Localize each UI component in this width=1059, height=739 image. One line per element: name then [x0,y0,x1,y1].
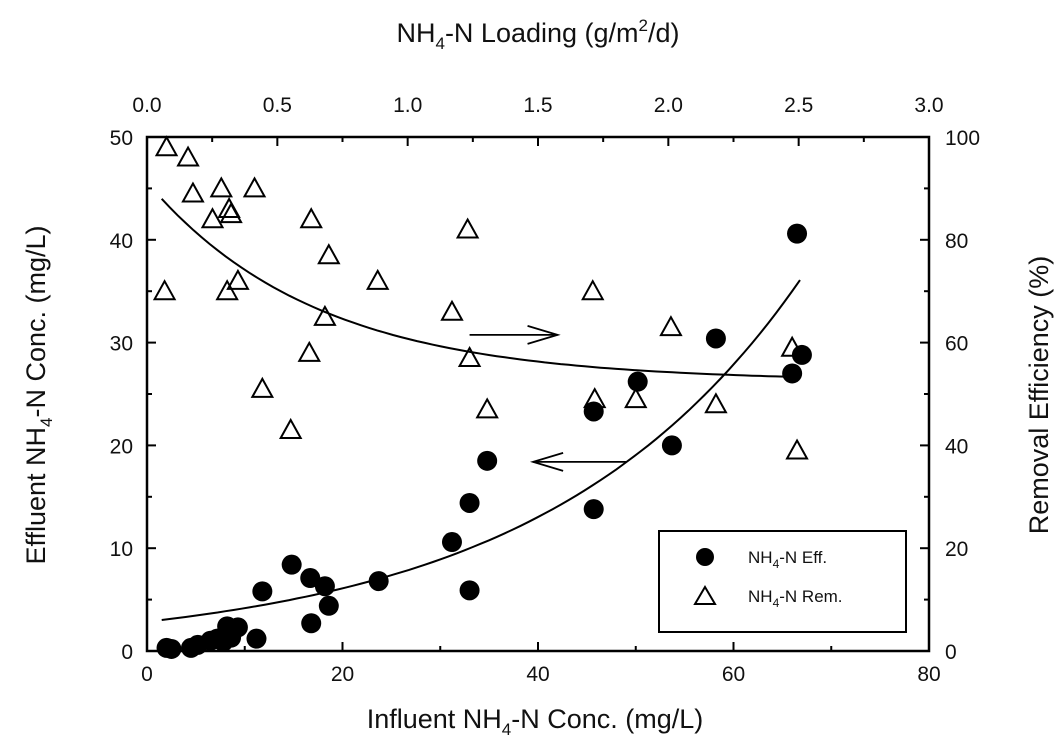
effluent-point [246,628,267,649]
legend-eff-marker [696,548,714,566]
effluent-point [459,580,480,601]
removal-point [624,387,648,409]
legend: NH4-N Eff. NH4-N Rem. [658,530,907,633]
removal-point [780,335,804,357]
x2-tick-label: 1.0 [393,94,422,117]
x-tick-label: 40 [526,663,549,686]
tick-labels: 0 20 40 60 80 0.0 0.5 1.0 1.5 2.0 2.5 3.0 0 10 20 30 40 5… [110,94,980,686]
y-tick-label: 40 [110,230,133,253]
removal-point [200,207,225,229]
tick-marks [146,136,930,652]
legend-eff-label: NH4-N Eff. [748,548,827,571]
x-tick-label: 0 [141,663,153,686]
legend-box [658,530,907,633]
effluent-point [441,532,462,553]
removal-point [785,438,809,460]
removal-point [313,304,337,326]
removal-point [215,279,239,301]
x-tick-label: 60 [722,663,745,686]
removal-point [152,279,177,301]
removal-point [317,243,341,265]
top-axis-title: NH4-N Loading (g/m2/d) [396,16,679,53]
effluent-point [368,571,389,592]
y-axis-title: Effluent NH4-N Conc. (mg/L) [21,225,56,564]
y-tick-label: 50 [110,127,133,150]
effluent-point [314,576,335,597]
legend-rem-marker [693,585,717,605]
x2-tick-label: 1.5 [523,94,552,117]
arrow-right-head [527,325,561,345]
removal-point [181,181,205,203]
removal-point [581,279,605,301]
x-axis-title: Influent NH4-N Conc. (mg/L) [367,704,704,739]
removal-point [365,268,390,290]
annotation-arrows [469,325,626,472]
effluent-point [281,554,302,575]
removal-point [176,145,200,167]
effluent-point [318,595,339,616]
data-points [152,135,812,659]
effluent-point [477,450,498,471]
effluent-point [787,223,808,244]
effluent-point [627,371,648,392]
y-tick-label: 10 [110,538,133,561]
y2-tick-label: 100 [945,127,980,150]
removal-point [297,340,321,362]
y-tick-label: 30 [110,333,133,356]
removal-point [154,135,179,157]
effluent-point [459,492,480,513]
effluent-point [300,568,321,589]
effluent-point [252,581,273,602]
removal-point [226,268,250,290]
removal-point [455,217,480,239]
effluent-point [301,613,322,634]
removal-point [659,315,683,337]
y-tick-label: 20 [110,435,133,458]
x2-tick-label: 0.0 [132,94,161,117]
removal-point [440,299,464,321]
x2-tick-label: 3.0 [914,94,943,117]
removal-fit-curve [160,198,801,378]
removal-point [242,176,267,198]
trend-lines [160,198,801,621]
effluent-point [161,638,182,659]
x2-tick-label: 2.0 [654,94,683,117]
y2-tick-label: 80 [945,230,968,253]
arrow-left-head [529,451,564,472]
y2-tick-label: 60 [945,333,968,356]
removal-point [278,417,303,439]
right-axis-title: Removal Efficiency (%) [1024,256,1054,535]
removal-point [704,392,728,414]
effluent-point [705,328,726,349]
x2-tick-label: 2.5 [784,94,813,117]
y2-tick-label: 20 [945,538,968,561]
effluent-point [661,435,682,456]
y-tick-label: 0 [121,641,133,664]
removal-point [457,345,482,368]
x-tick-label: 20 [331,663,354,686]
x2-tick-label: 0.5 [263,94,292,117]
removal-point [219,202,243,224]
removal-point [299,207,323,229]
effluent-point [782,363,803,384]
x-tick-label: 80 [917,663,940,686]
legend-rem-label: NH4-N Rem. [748,587,843,610]
removal-point [475,397,499,419]
removal-point [250,376,275,398]
y2-tick-label: 40 [945,435,968,458]
effluent-fit-curve [161,279,801,621]
removal-point [209,176,233,198]
y2-tick-label: 0 [945,641,957,664]
effluent-point [583,499,604,520]
effluent-point [227,617,248,638]
removal-point [582,387,607,409]
